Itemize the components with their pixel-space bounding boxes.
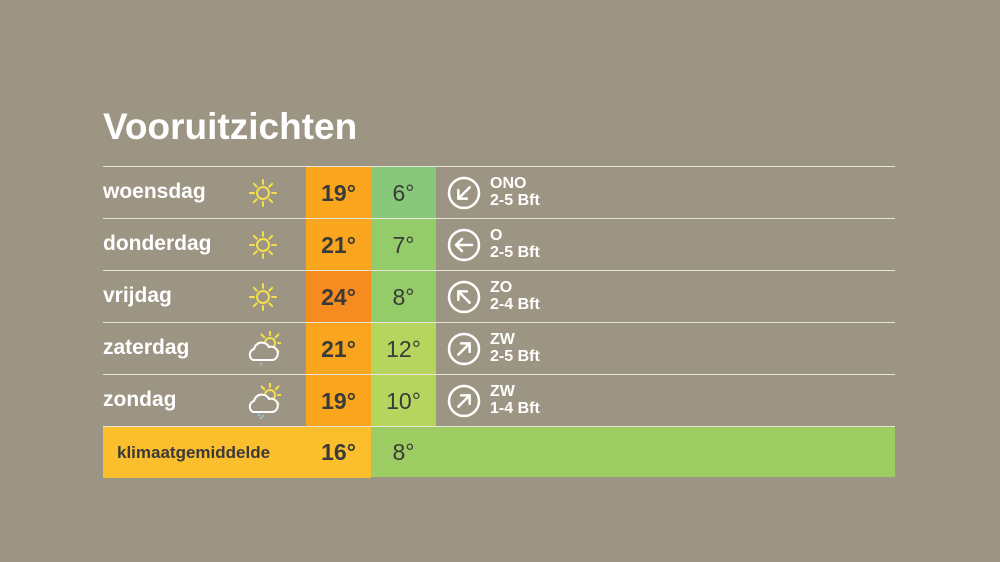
wind-direction: ONO [490, 175, 527, 192]
wind-arrow-icon [447, 176, 481, 210]
max-temp: 24° [306, 271, 371, 323]
day-name: donderdag [103, 232, 212, 255]
wind-force: 2-5 Bft [490, 348, 540, 365]
sun-icon [245, 175, 281, 211]
wind-direction: ZW [490, 383, 515, 400]
min-temp: 6° [371, 167, 436, 219]
wind-arrow-icon [447, 332, 481, 366]
wind-force: 1-4 Bft [490, 400, 540, 417]
wind-arrow-icon [447, 280, 481, 314]
page-title: Vooruitzichten [103, 106, 358, 147]
min-temp: 7° [371, 219, 436, 271]
wind-arrow-icon [447, 228, 481, 262]
forecast-table: woensdag 19° 6° ONO 2-5 Bft donderdag 21° … [103, 166, 895, 478]
max-temp: 19° [306, 375, 371, 427]
wind-direction: O [490, 227, 503, 244]
wind-arrow-icon [447, 384, 481, 418]
max-temp: 21° [306, 323, 371, 375]
sun-icon [245, 227, 281, 263]
wind-direction: ZW [490, 331, 515, 348]
day-name: zondag [103, 388, 177, 411]
max-temp: 21° [306, 219, 371, 271]
forecast-row: donderdag 21° 7° O 2-5 Bft [103, 218, 895, 271]
max-temp: 19° [306, 167, 371, 219]
sun-icon [245, 279, 281, 315]
climate-max: 16° [321, 439, 356, 465]
forecast-row: zaterdag 21° 12° ZW 2-5 Bft [103, 322, 895, 375]
forecast-row: vrijdag 24° 8° ZO 2-4 Bft [103, 270, 895, 323]
wind-force: 2-5 Bft [490, 192, 540, 209]
min-temp: 12° [371, 323, 436, 375]
day-name: zaterdag [103, 336, 190, 359]
climate-min: 8° [392, 439, 415, 465]
forecast-row: woensdag 19° 6° ONO 2-5 Bft [103, 166, 895, 219]
day-name: woensdag [103, 180, 206, 203]
min-temp: 8° [371, 271, 436, 323]
day-name: vrijdag [103, 284, 172, 307]
wind-direction: ZO [490, 279, 513, 296]
climate-row: klimaatgemiddelde 16° 8° [103, 426, 895, 478]
partly-cloudy-rain-icon [245, 382, 283, 420]
wind-force: 2-4 Bft [490, 296, 540, 313]
forecast-row: zondag 19° 10° ZW 1-4 Bft [103, 374, 895, 427]
climate-label: klimaatgemiddelde [117, 443, 271, 462]
wind-force: 2-5 Bft [490, 244, 540, 261]
min-temp: 10° [371, 375, 436, 427]
partly-cloudy-drizzle-icon [245, 330, 283, 367]
